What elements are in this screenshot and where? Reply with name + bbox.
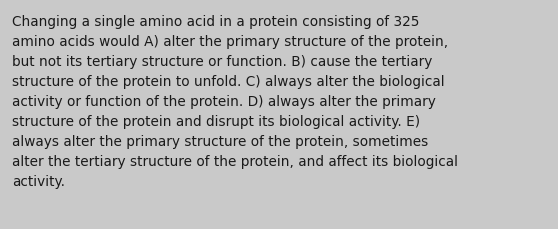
Text: but not its tertiary structure or function. B) cause the tertiary: but not its tertiary structure or functi… — [12, 55, 432, 69]
Text: structure of the protein and disrupt its biological activity. E): structure of the protein and disrupt its… — [12, 114, 420, 128]
Text: amino acids would A) alter the primary structure of the protein,: amino acids would A) alter the primary s… — [12, 35, 448, 49]
Text: activity or function of the protein. D) always alter the primary: activity or function of the protein. D) … — [12, 95, 436, 109]
Text: always alter the primary structure of the protein, sometimes: always alter the primary structure of th… — [12, 134, 428, 148]
Text: structure of the protein to unfold. C) always alter the biological: structure of the protein to unfold. C) a… — [12, 75, 445, 89]
Text: alter the tertiary structure of the protein, and affect its biological: alter the tertiary structure of the prot… — [12, 154, 458, 168]
Text: activity.: activity. — [12, 174, 65, 188]
Text: Changing a single amino acid in a protein consisting of 325: Changing a single amino acid in a protei… — [12, 15, 420, 29]
